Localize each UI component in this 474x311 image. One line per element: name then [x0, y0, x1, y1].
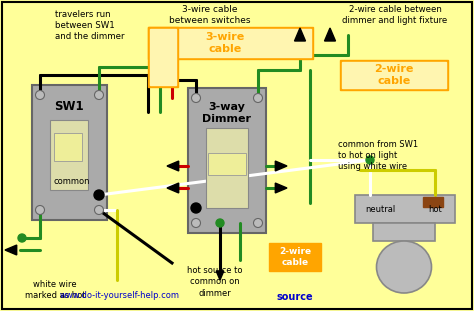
Bar	[150, 29, 311, 57]
Bar	[54, 133, 82, 161]
Text: 2-wire cable between
dimmer and light fixture: 2-wire cable between dimmer and light fi…	[342, 5, 447, 25]
Circle shape	[254, 219, 263, 228]
Circle shape	[254, 94, 263, 103]
Ellipse shape	[376, 241, 431, 293]
Text: common from SW1
to hot on light
using white wire: common from SW1 to hot on light using wh…	[338, 140, 418, 171]
Circle shape	[191, 94, 201, 103]
Text: hot: hot	[428, 205, 442, 213]
Text: 3-wire
cable: 3-wire cable	[205, 32, 245, 54]
Text: 3-wire cable
between switches: 3-wire cable between switches	[169, 5, 251, 25]
Circle shape	[191, 219, 201, 228]
Bar	[148, 27, 313, 59]
Bar	[373, 223, 435, 241]
Bar	[340, 60, 448, 90]
Text: hot source to
common on
dimmer: hot source to common on dimmer	[187, 267, 243, 298]
Bar	[32, 85, 107, 220]
Circle shape	[94, 190, 104, 200]
Bar	[208, 153, 246, 175]
Polygon shape	[325, 28, 336, 41]
Circle shape	[191, 203, 201, 213]
Circle shape	[94, 206, 103, 215]
Text: common: common	[54, 178, 91, 187]
Polygon shape	[216, 271, 224, 280]
Polygon shape	[275, 183, 287, 193]
Polygon shape	[275, 161, 287, 171]
Circle shape	[94, 91, 103, 100]
Text: source: source	[277, 292, 313, 302]
Bar	[148, 27, 178, 87]
Circle shape	[18, 234, 26, 242]
Bar	[355, 195, 455, 223]
Polygon shape	[167, 183, 179, 193]
Text: 3-way
Dimmer: 3-way Dimmer	[202, 102, 252, 124]
Bar	[150, 29, 176, 85]
Text: neutral: neutral	[365, 205, 395, 213]
Text: 2-wire
cable: 2-wire cable	[279, 247, 311, 267]
Polygon shape	[5, 245, 17, 255]
Circle shape	[216, 219, 224, 227]
Text: travelers run
between SW1
and the dimmer: travelers run between SW1 and the dimmer	[55, 10, 125, 41]
Polygon shape	[294, 28, 306, 41]
Bar	[188, 88, 266, 233]
Circle shape	[366, 156, 374, 164]
Text: www.do-it-yourself-help.com: www.do-it-yourself-help.com	[60, 291, 180, 300]
Circle shape	[36, 206, 45, 215]
Bar	[206, 128, 248, 208]
Bar	[269, 243, 321, 271]
Bar	[423, 197, 443, 207]
Polygon shape	[167, 161, 179, 171]
Text: white wire
marked as hot: white wire marked as hot	[25, 280, 85, 300]
Bar	[342, 62, 446, 88]
Bar	[50, 120, 88, 190]
Text: 2-wire
cable: 2-wire cable	[374, 64, 414, 86]
Text: SW1: SW1	[54, 100, 84, 114]
Circle shape	[36, 91, 45, 100]
